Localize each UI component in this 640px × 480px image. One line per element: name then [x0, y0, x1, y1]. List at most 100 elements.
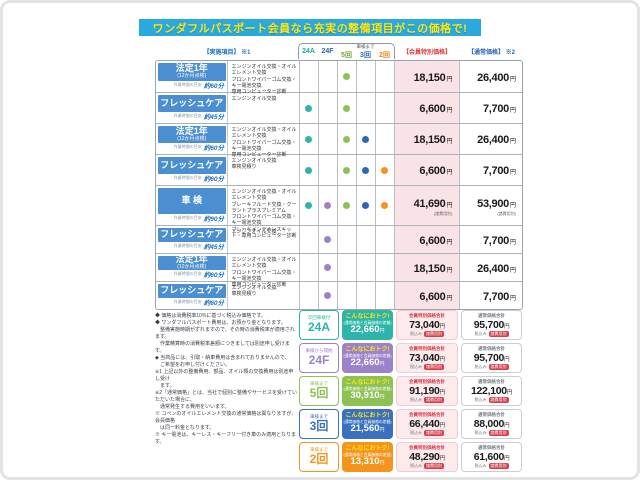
normal-price: 26,400 — [477, 71, 509, 84]
member-total-box: 会員特別価格合計 91,190円 税込み 諸費用別 — [396, 376, 458, 406]
savings-title: こんなにおトク! — [345, 446, 390, 453]
work-time-caption: 作業時間の目安 — [173, 243, 202, 248]
plan-inclusion-cells — [298, 93, 394, 123]
cell-5times — [336, 186, 356, 225]
member-price: 41,690 — [413, 198, 446, 211]
member-total-caption: 会員特別価格合計 — [409, 379, 445, 385]
yen-suffix: 円 — [509, 76, 516, 83]
normal-price-cell: 7,700円 — [459, 282, 522, 309]
cell-24f — [317, 254, 337, 281]
price-table: 【実施項目】 ※1 24A 24F 車検まで 5回 3回 2回 【会員特別価格】… — [155, 43, 523, 310]
plan-inclusion-cells — [298, 282, 394, 309]
column-header-24f: 24F — [321, 48, 334, 55]
cell-2times — [374, 155, 394, 185]
work-time-value: 約45分 — [203, 244, 224, 251]
member-price: 18,150 — [413, 134, 446, 146]
normal-price: 53,900 — [477, 198, 509, 211]
cell-2times — [374, 282, 394, 309]
work-time: 作業時間の目安 約60分 — [158, 298, 226, 307]
cell-24f — [317, 186, 337, 225]
price-qualifiers: 税込み 諸費用別 — [475, 363, 509, 370]
table-row: 法定1年 (12か月点検) 作業時間の目安 約60分 エンジンオイル交換・オイル… — [156, 61, 522, 95]
service-name-box: 法定1年 (12か月点検) — [157, 62, 226, 81]
service-name-box: フレッシュケア — [157, 227, 226, 242]
normal-price-cell: 7,700円 — [459, 93, 522, 123]
price-qualifiers: 税込み 諸費用別 — [475, 330, 509, 337]
savings-amount: 22,660円 — [350, 357, 385, 369]
included-dot-24a — [305, 135, 313, 143]
table-header: 【実施項目】 ※1 24A 24F 車検まで 5回 3回 2回 【会員特別価格】… — [155, 43, 523, 60]
column-header-member-price: 【会員特別価格】 — [402, 50, 451, 56]
normal-price: 7,700 — [482, 165, 509, 177]
yen-suffix: 円 — [509, 203, 516, 210]
service-label-cell: フレッシュケア 作業時間の目安 約45分 — [156, 93, 227, 123]
normal-price-cell: 7,700円 — [459, 155, 522, 185]
column-header-5times: 5回 — [341, 52, 352, 59]
cell-24f — [317, 155, 337, 185]
plan-summary-row: 車検まで 3回 こんなにおトク! (通常価格と会員価格の差額) 21,560円 … — [299, 409, 523, 439]
cell-5times — [336, 226, 356, 253]
plan-summary: 次回車検付 24A こんなにおトク! (通常価格と会員価格の差額) 22,660… — [299, 310, 523, 472]
table-row: 車 検 作業時間の目安 約90分 エンジンオイル交換・オイルエレメント交換 ブレ… — [156, 185, 522, 239]
tax-note: 税込み — [410, 462, 422, 468]
plan-label: 2回 — [309, 451, 329, 466]
tax-note: 税込み — [410, 330, 422, 336]
price-qualifiers: 税込み 諸費用別 — [410, 330, 444, 337]
included-dot-24a — [305, 104, 313, 112]
included-dot-24a — [305, 166, 313, 174]
member-total-box: 会員特別価格合計 48,290円 税込み 諸費用別 — [396, 442, 458, 472]
fees-badge: 諸費用別 — [488, 396, 509, 403]
included-dot-24a — [305, 202, 313, 209]
cell-3times — [355, 282, 375, 309]
work-time-caption: 作業時間の目安 — [173, 271, 202, 276]
cell-24a — [298, 61, 318, 92]
work-time-value: 約90分 — [203, 216, 224, 223]
column-header-2times: 2回 — [379, 52, 390, 59]
cell-2times — [374, 254, 394, 281]
fees-badge: 諸費用別 — [424, 396, 444, 403]
work-time: 作業時間の目安 約90分 — [158, 214, 226, 223]
normal-total-box: 通常価格合計 95,700円 税込み 諸費用別 — [461, 310, 522, 340]
work-time-value: 約60分 — [203, 176, 224, 183]
cell-5times — [336, 124, 356, 154]
work-time-value: 約60分 — [203, 300, 224, 307]
savings-subtitle: (通常価格と会員価格の差額) — [343, 353, 392, 358]
service-name: 車 検 — [181, 195, 202, 205]
service-name: フレッシュケア — [160, 159, 224, 170]
normal-total-amount: 122,100円 — [470, 384, 513, 397]
normal-total-caption: 通常価格合計 — [478, 313, 505, 319]
service-description: エンジンオイル交換 — [227, 93, 298, 123]
fees-badge: 諸費用別 — [488, 462, 509, 469]
plan-label-caption: 車検まで — [310, 380, 328, 386]
included-dot-5times — [343, 166, 351, 174]
service-description: エンジンオイル交換 車検見積り — [227, 155, 298, 185]
yen-suffix: 円 — [509, 295, 516, 302]
work-time-value: 約60分 — [203, 272, 224, 279]
tax-note: 税込み — [474, 462, 487, 468]
table-row: フレッシュケア 作業時間の目安 約45分 エンジンオイル交換 — [156, 225, 522, 253]
included-dot-2times — [381, 166, 389, 174]
service-description: エンジンオイル交換 — [227, 226, 298, 253]
yen-suffix: 円 — [509, 139, 516, 145]
plan-inclusion-cells — [298, 61, 394, 92]
plan-label-caption: 車検から開始 — [305, 347, 333, 353]
plan-label-box: 車検まで 3回 — [299, 409, 339, 439]
yen-suffix: 円 — [509, 239, 516, 246]
plan-inclusion-cells — [298, 124, 394, 154]
tax-note: 税込み — [410, 396, 422, 402]
plan-label-box: 次回車検付 24A — [299, 310, 339, 340]
cell-5times — [336, 93, 356, 123]
fees-badge: 諸費用別 — [424, 363, 444, 370]
savings-amount: 22,660円 — [350, 324, 385, 336]
work-time: 作業時間の目安 約60分 — [158, 270, 226, 279]
included-dot-3times — [362, 202, 370, 209]
service-name: 法定1年 — [175, 63, 208, 73]
tax-note: 税込み — [474, 396, 487, 402]
tax-note: 税込み — [474, 429, 487, 435]
normal-price: 26,400 — [477, 134, 509, 146]
yen-suffix: 円 — [509, 170, 516, 176]
yen-suffix: 円 — [446, 76, 453, 83]
cell-3times — [355, 93, 375, 123]
member-total-amount: 66,440円 — [409, 417, 445, 430]
cell-3times — [355, 186, 375, 225]
